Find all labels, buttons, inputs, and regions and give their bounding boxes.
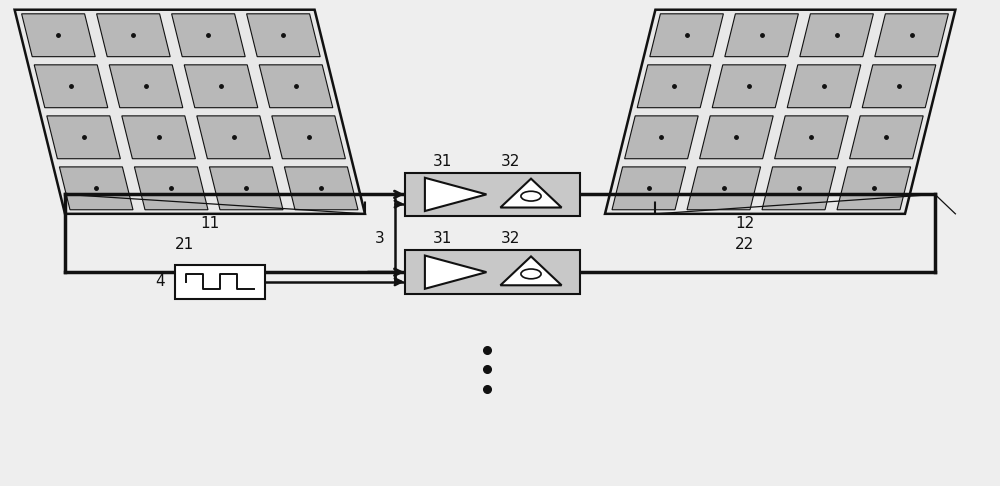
Polygon shape [775, 116, 848, 159]
Polygon shape [875, 14, 948, 57]
Polygon shape [612, 167, 686, 210]
Polygon shape [272, 116, 345, 159]
Polygon shape [700, 116, 773, 159]
Polygon shape [605, 10, 955, 214]
Polygon shape [862, 65, 936, 108]
Polygon shape [837, 167, 911, 210]
Polygon shape [725, 14, 798, 57]
Polygon shape [850, 116, 923, 159]
Polygon shape [637, 65, 711, 108]
Polygon shape [425, 256, 486, 289]
Polygon shape [209, 167, 283, 210]
Polygon shape [625, 116, 698, 159]
Text: 21: 21 [175, 237, 194, 252]
Text: 22: 22 [735, 237, 754, 252]
Circle shape [521, 269, 541, 279]
Polygon shape [787, 65, 861, 108]
Polygon shape [500, 179, 562, 208]
Polygon shape [800, 14, 873, 57]
Polygon shape [247, 14, 320, 57]
Polygon shape [109, 65, 183, 108]
Polygon shape [500, 257, 562, 285]
Polygon shape [172, 14, 245, 57]
Text: 31: 31 [432, 154, 452, 169]
Polygon shape [197, 116, 270, 159]
Polygon shape [259, 65, 333, 108]
Polygon shape [184, 65, 258, 108]
Polygon shape [687, 167, 761, 210]
Bar [405, 173, 580, 216]
Text: 3: 3 [375, 231, 385, 245]
Text: 12: 12 [735, 216, 754, 231]
Polygon shape [650, 14, 723, 57]
Circle shape [521, 191, 541, 201]
Polygon shape [425, 178, 486, 211]
Polygon shape [15, 10, 365, 214]
Polygon shape [97, 14, 170, 57]
Polygon shape [122, 116, 195, 159]
Text: 31: 31 [432, 231, 452, 246]
Text: 11: 11 [200, 216, 219, 231]
Bar [175, 265, 265, 299]
Polygon shape [22, 14, 95, 57]
Text: 4: 4 [155, 275, 165, 289]
Text: 32: 32 [500, 231, 520, 246]
Text: 32: 32 [500, 154, 520, 169]
Polygon shape [59, 167, 133, 210]
Bar [405, 250, 580, 294]
Polygon shape [712, 65, 786, 108]
Polygon shape [47, 116, 120, 159]
Polygon shape [284, 167, 358, 210]
Polygon shape [762, 167, 836, 210]
Polygon shape [34, 65, 108, 108]
Polygon shape [134, 167, 208, 210]
